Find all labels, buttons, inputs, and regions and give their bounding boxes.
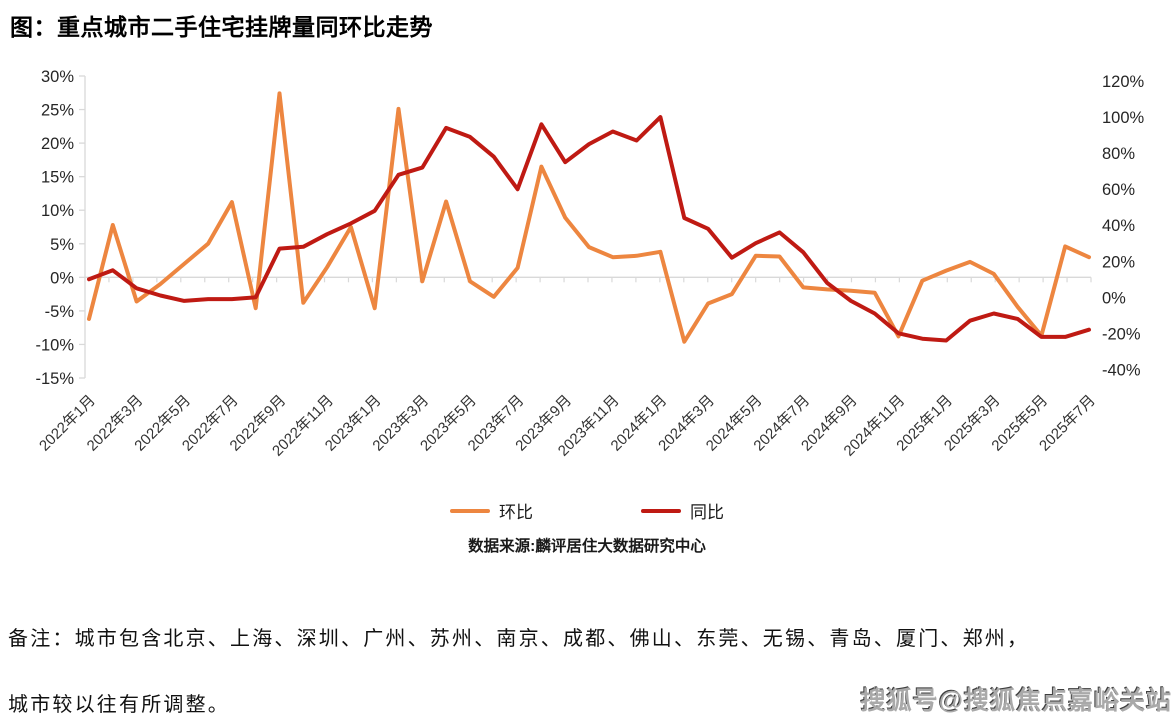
yoy-series-line bbox=[87, 115, 1091, 343]
left-axis-tick-label: 5% bbox=[50, 236, 74, 254]
right-axis-tick-label: 20% bbox=[1102, 253, 1135, 271]
left-axis-tick-label: -5% bbox=[45, 303, 75, 321]
mom-series-line bbox=[87, 91, 1091, 344]
right-axis-tick-label: 0% bbox=[1102, 289, 1126, 307]
chart-title: 图：重点城市二手住宅挂牌量同环比走势 bbox=[10, 14, 433, 40]
left-axis-tick-label: -10% bbox=[35, 336, 74, 354]
left-axis-tick-label: 25% bbox=[41, 102, 74, 120]
right-axis-tick-label: 60% bbox=[1102, 181, 1135, 199]
left-axis-tick-label: 30% bbox=[41, 68, 74, 86]
right-axis-tick-label: 40% bbox=[1102, 217, 1135, 235]
yoy-line-swatch bbox=[641, 508, 681, 513]
trend-line-chart: 30% 25% 20% 15% 10% 5% 0% -5% -10% -15% 120% 100% 80… bbox=[35, 68, 1145, 460]
right-axis-tick-label: -20% bbox=[1102, 325, 1141, 343]
footnote-line2: 城市较以往有所调整。 bbox=[8, 694, 230, 716]
legend: 环比 同比 bbox=[0, 498, 1174, 523]
left-axis-tick-label: 10% bbox=[41, 202, 74, 220]
mom-line-swatch bbox=[450, 508, 490, 513]
left-axis-tick-label: -15% bbox=[35, 370, 74, 388]
right-axis-tick-label: 80% bbox=[1102, 145, 1135, 163]
footnote-line1: 备注：城市包含北京、上海、深圳、广州、苏州、南京、成都、佛山、东莞、无锡、青岛、… bbox=[8, 628, 1030, 650]
left-axis-tick-label: 15% bbox=[41, 169, 74, 187]
left-axis-tick-label: 0% bbox=[50, 269, 74, 287]
right-axis-tick-label: 100% bbox=[1102, 109, 1145, 127]
legend-item-mom[interactable]: 环比 bbox=[450, 498, 533, 523]
sohu-watermark: 搜狐号@搜狐焦点嘉峪关站 bbox=[860, 687, 1172, 715]
left-axis-tick-label: 20% bbox=[41, 135, 74, 153]
legend-item-yoy[interactable]: 同比 bbox=[641, 498, 724, 523]
yoy-legend-label: 同比 bbox=[690, 503, 724, 522]
data-source-caption: 数据来源:麟评居住大数据研究中心 bbox=[468, 538, 706, 555]
right-axis-tick-label: -40% bbox=[1102, 361, 1141, 379]
right-axis-tick-label: 120% bbox=[1102, 73, 1145, 91]
mom-legend-label: 环比 bbox=[499, 503, 533, 522]
